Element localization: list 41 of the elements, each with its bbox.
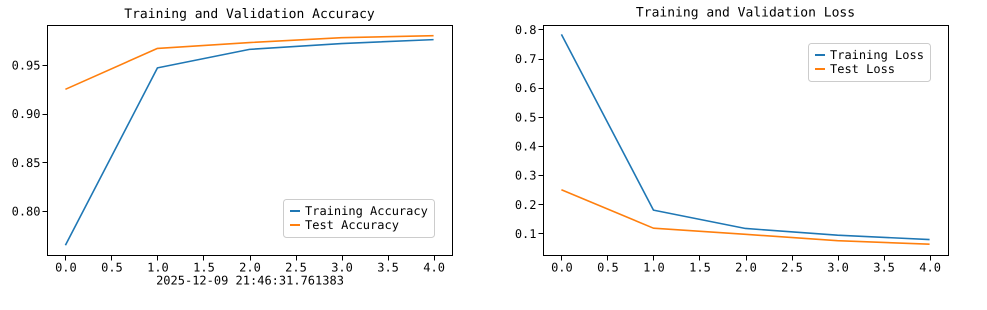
y-tick-label: 0.8: [514, 22, 536, 37]
x-tick-label: 1.0: [147, 260, 169, 274]
line-series: [560, 34, 930, 240]
y-tick-label: 0.1: [514, 226, 536, 241]
x-tick-label: 3.5: [377, 260, 399, 274]
legend-label: Training Loss: [830, 48, 924, 62]
x-tick-label: 0.0: [551, 260, 573, 274]
y-tick-label: 0.7: [514, 52, 536, 66]
line-series: [64, 38, 434, 246]
x-tick-label: 4.0: [919, 260, 941, 274]
x-tick-label: 2.0: [239, 260, 261, 274]
legend-label: Test Loss: [830, 62, 896, 76]
x-tick-label: 1.0: [643, 260, 665, 274]
x-tick-label: 4.0: [423, 260, 445, 274]
legend-label: Test Accuracy: [305, 218, 399, 232]
y-tick-label: 0.90: [12, 107, 40, 122]
chart-title: Training and Validation Loss: [636, 5, 856, 20]
x-tick-label: 3.5: [873, 260, 895, 274]
x-axis-title: 2025-12-09 21:46:31.761383: [156, 274, 344, 288]
x-tick-label: 2.5: [285, 260, 307, 274]
x-tick-label: 0.5: [101, 260, 123, 274]
x-tick-label: 0.0: [55, 260, 77, 274]
y-tick-label: 0.80: [12, 204, 40, 219]
y-tick-label: 0.3: [514, 168, 536, 183]
x-tick-label: 3.0: [827, 260, 849, 274]
y-tick-label: 0.85: [12, 156, 40, 170]
line-series: [560, 188, 930, 246]
chart-title: Training and Validation Accuracy: [124, 7, 375, 22]
legend-label: Training Accuracy: [305, 204, 428, 218]
x-tick-label: 0.5: [597, 260, 619, 274]
x-tick-label: 2.5: [781, 260, 803, 274]
x-tick-label: 2.0: [735, 260, 757, 274]
line-series: [64, 34, 434, 90]
y-tick-label: 0.4: [514, 139, 536, 154]
x-tick-label: 1.5: [193, 260, 215, 274]
y-tick-label: 0.6: [514, 81, 536, 96]
y-tick-label: 0.5: [514, 110, 536, 124]
y-tick-label: 0.95: [12, 58, 40, 72]
x-tick-label: 3.0: [331, 260, 353, 274]
y-tick-label: 0.2: [514, 198, 536, 212]
x-tick-label: 1.5: [689, 260, 711, 274]
